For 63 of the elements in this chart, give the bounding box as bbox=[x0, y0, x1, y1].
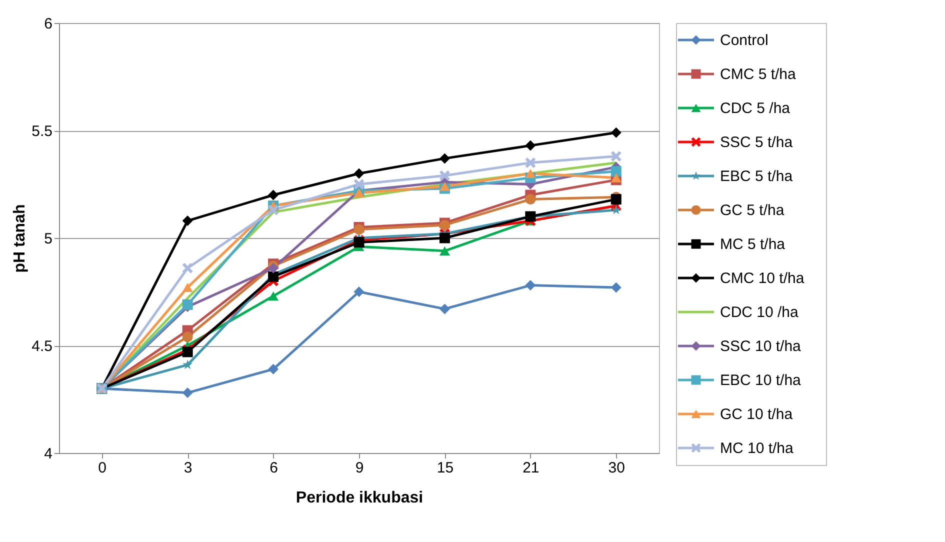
point bbox=[182, 360, 193, 370]
point bbox=[525, 194, 536, 205]
point bbox=[610, 127, 622, 138]
point bbox=[439, 304, 450, 314]
x-tick-label: 30 bbox=[608, 460, 625, 476]
y-tick-label: 4 bbox=[44, 446, 52, 462]
x-tick-label: 0 bbox=[98, 460, 107, 476]
point bbox=[268, 190, 279, 200]
legend-label: MC 5 t/ha bbox=[720, 236, 786, 253]
point bbox=[182, 388, 193, 398]
point bbox=[439, 246, 450, 256]
y-tick-label: 5.5 bbox=[32, 123, 52, 140]
x-tick-label: 6 bbox=[270, 460, 278, 476]
x-tick-label: 15 bbox=[436, 460, 454, 476]
point bbox=[439, 232, 450, 244]
point bbox=[354, 168, 364, 179]
legend-label: SSC 5 t/ha bbox=[720, 134, 794, 151]
point bbox=[525, 280, 536, 291]
point bbox=[610, 173, 622, 182]
y-tick-label: 5 bbox=[44, 230, 52, 248]
point bbox=[610, 194, 622, 205]
point bbox=[354, 188, 364, 198]
point bbox=[610, 166, 622, 177]
legend-label: CMC 10 t/ha bbox=[720, 270, 805, 287]
point bbox=[354, 286, 364, 297]
legend-label: MC 10 t/ha bbox=[720, 440, 794, 457]
point bbox=[182, 332, 193, 342]
legend-label: EBC 5 t/ha bbox=[720, 168, 794, 185]
point bbox=[268, 204, 279, 216]
point bbox=[439, 153, 450, 164]
y-axis-title: pH tanah bbox=[12, 204, 29, 273]
point bbox=[354, 224, 364, 235]
point bbox=[268, 364, 279, 374]
legend-label: GC 10 t/ha bbox=[720, 406, 794, 423]
point bbox=[354, 237, 364, 248]
point bbox=[182, 262, 193, 274]
point bbox=[611, 204, 622, 214]
point bbox=[354, 179, 364, 190]
point bbox=[610, 282, 622, 293]
legend-label: SSC 10 t/ha bbox=[720, 338, 802, 355]
legend-label: CDC 10 /ha bbox=[720, 304, 800, 321]
point bbox=[525, 168, 536, 178]
point bbox=[439, 170, 450, 181]
y-tick-label: 6 bbox=[44, 16, 52, 32]
legend-label: CMC 5 t/ha bbox=[720, 66, 797, 83]
x-tick-label: 21 bbox=[522, 460, 540, 476]
y-tick-label: 4.5 bbox=[32, 338, 52, 355]
point bbox=[268, 271, 279, 282]
legend-label: Control bbox=[720, 32, 768, 49]
legend-label: EBC 10 t/ha bbox=[720, 372, 802, 389]
point bbox=[439, 182, 450, 191]
legend-label: CDC 5 /ha bbox=[720, 100, 791, 117]
point bbox=[610, 151, 622, 162]
point bbox=[182, 216, 193, 226]
point bbox=[182, 299, 193, 310]
x-tick-label: 9 bbox=[355, 460, 364, 476]
x-axis-title: Periode ikkubasi bbox=[296, 490, 424, 506]
x-tick-label: 3 bbox=[184, 460, 192, 476]
legend-label: GC 5 t/ha bbox=[720, 202, 785, 219]
point bbox=[525, 140, 536, 151]
point bbox=[525, 158, 536, 168]
point bbox=[182, 282, 193, 292]
point bbox=[268, 292, 279, 301]
